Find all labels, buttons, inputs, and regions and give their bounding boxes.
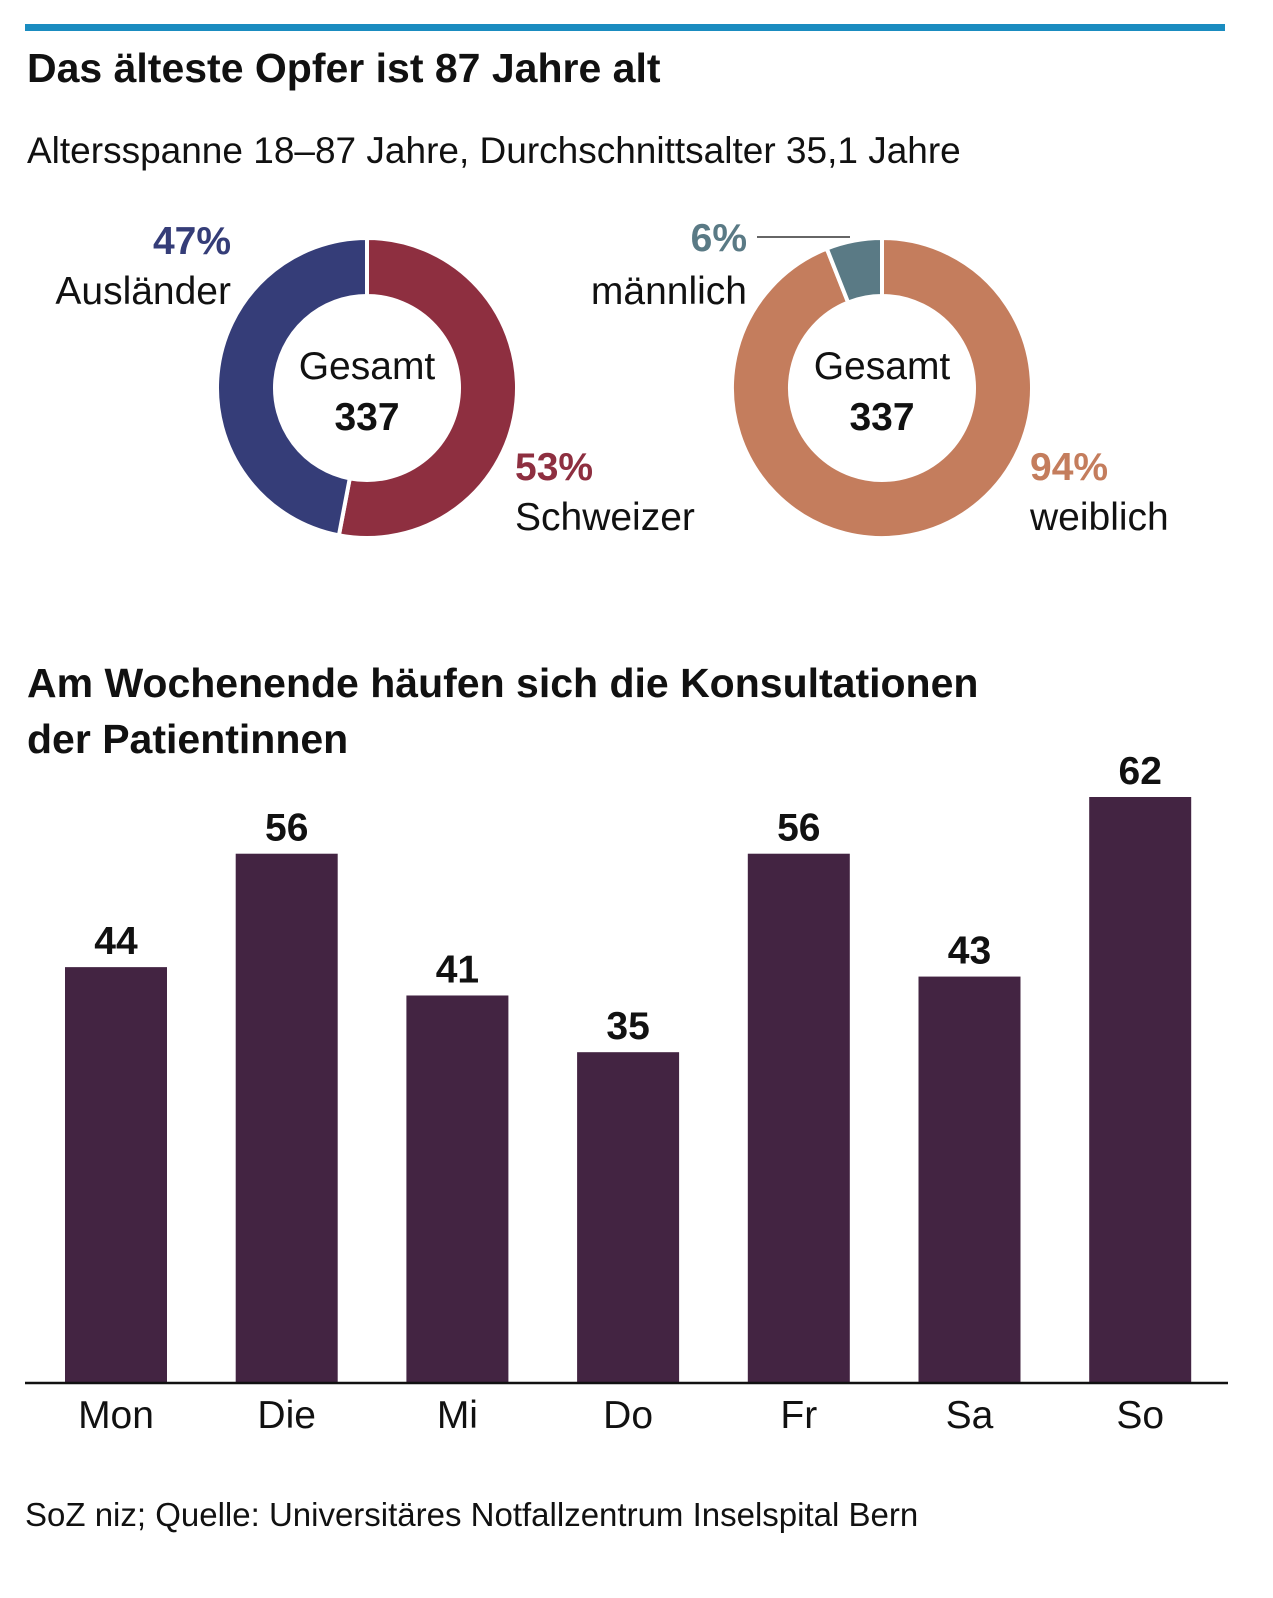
maennlich-label: männlich <box>590 270 747 313</box>
accent-bar <box>25 24 1225 31</box>
bar-Sa <box>918 976 1021 1383</box>
schweizer-label: Schweizer <box>515 496 695 539</box>
x-tick-label: Sa <box>946 1394 994 1437</box>
x-tick-label: Do <box>603 1394 653 1437</box>
weiblich-percent: 94% <box>1030 446 1109 489</box>
maennlich-percent: 6% <box>690 217 747 260</box>
donut1-center-label: Gesamt <box>298 345 436 388</box>
bar-Do <box>577 1052 680 1383</box>
bar-So <box>1089 797 1192 1383</box>
bar-chart-title-line1: Am Wochenende häufen sich die Konsultati… <box>27 660 979 706</box>
auslaender-label: Ausländer <box>55 270 231 313</box>
donut2-center-value: 337 <box>849 396 915 439</box>
slice-maennlich <box>824 235 884 306</box>
title: Das älteste Opfer ist 87 Jahre alt <box>27 45 661 91</box>
bar-Fr <box>747 853 850 1383</box>
bar-Mon <box>65 967 167 1383</box>
bar-value-label: 44 <box>94 920 138 963</box>
bar-value-label: 41 <box>436 948 479 991</box>
subtitle: Altersspanne 18–87 Jahre, Durchschnittsa… <box>27 130 961 171</box>
bar-Mi <box>406 995 509 1383</box>
bar-Die <box>235 853 338 1383</box>
x-tick-label: So <box>1116 1394 1164 1437</box>
x-tick-label: Fr <box>780 1394 817 1437</box>
source: SoZ niz; Quelle: Universitäres Notfallze… <box>25 1496 919 1533</box>
auslaender-percent: 47% <box>152 220 231 263</box>
bar-value-label: 56 <box>777 807 820 850</box>
schweizer-percent: 53% <box>515 446 594 489</box>
x-tick-label: Mon <box>78 1394 154 1437</box>
x-tick-label: Die <box>257 1394 316 1437</box>
x-tick-label: Mi <box>437 1394 478 1437</box>
bar-value-label: 56 <box>265 807 308 850</box>
weiblich-label: weiblich <box>1030 496 1169 539</box>
bar-value-label: 35 <box>606 1005 649 1048</box>
donut2-center-label: Gesamt <box>813 345 951 388</box>
donut1-center-value: 337 <box>334 396 400 439</box>
bar-value-label: 43 <box>948 930 991 973</box>
bar-chart-title-line2: der Patientinnen <box>27 716 349 762</box>
bar-value-label: 62 <box>1119 750 1162 793</box>
